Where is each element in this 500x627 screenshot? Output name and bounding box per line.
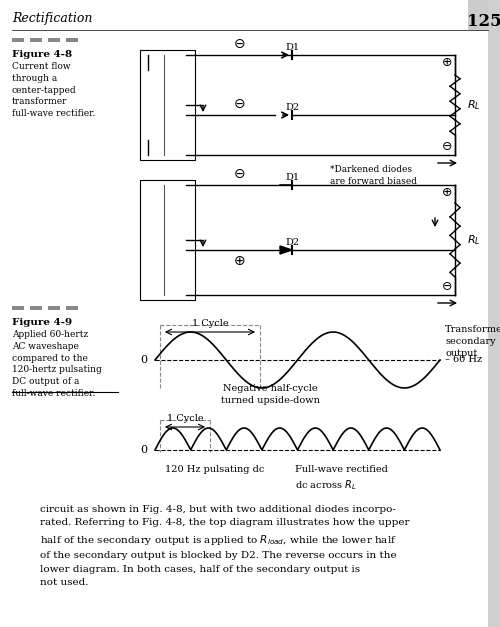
- Text: D1: D1: [285, 43, 299, 52]
- Text: 0: 0: [140, 355, 147, 365]
- Text: Current flow
through a
center-tapped
transformer
full-wave rectifier.: Current flow through a center-tapped tra…: [12, 62, 96, 119]
- Text: ⊕: ⊕: [234, 254, 246, 268]
- Text: Rectification: Rectification: [12, 12, 92, 25]
- Bar: [12, 38, 24, 42]
- Text: *Darkened diodes
are forward biased: *Darkened diodes are forward biased: [330, 165, 417, 186]
- Bar: [140, 50, 195, 160]
- Bar: [488, 0, 500, 627]
- Text: ⊖: ⊖: [442, 280, 452, 293]
- Text: Negative half-cycle
turned upside-down: Negative half-cycle turned upside-down: [220, 384, 320, 405]
- Bar: [468, 0, 500, 30]
- Text: Applied 60-hertz
AC waveshape
compared to the
120-hertz pulsating
DC output of a: Applied 60-hertz AC waveshape compared t…: [12, 330, 102, 398]
- Bar: [30, 38, 42, 42]
- Text: ⊖: ⊖: [234, 167, 246, 181]
- Text: ⊖: ⊖: [234, 37, 246, 51]
- Text: ⊕: ⊕: [442, 56, 452, 70]
- Text: 0: 0: [140, 445, 147, 455]
- Bar: [48, 38, 60, 42]
- Bar: [30, 306, 42, 310]
- Text: $R_L$: $R_L$: [467, 98, 480, 112]
- Text: $R_L$: $R_L$: [467, 233, 480, 247]
- Text: Transformer
secondary
output: Transformer secondary output: [445, 325, 500, 357]
- Text: Full-wave rectified
dc across $R_L$: Full-wave rectified dc across $R_L$: [295, 465, 388, 492]
- Text: 1 Cycle: 1 Cycle: [192, 319, 228, 328]
- Text: ⊖: ⊖: [234, 97, 246, 111]
- Text: ⊖: ⊖: [442, 140, 452, 154]
- Bar: [66, 38, 78, 42]
- Text: D2: D2: [285, 238, 299, 247]
- Text: 1 Cycle: 1 Cycle: [166, 414, 203, 423]
- Text: 125: 125: [466, 13, 500, 30]
- Bar: [66, 306, 78, 310]
- Bar: [140, 180, 195, 300]
- Text: – 60 Hz: – 60 Hz: [445, 356, 482, 364]
- Text: D1: D1: [285, 173, 299, 182]
- Bar: [48, 306, 60, 310]
- Text: Figure 4-9: Figure 4-9: [12, 318, 72, 327]
- Polygon shape: [280, 246, 292, 254]
- Text: ⊕: ⊕: [442, 186, 452, 199]
- Bar: [12, 306, 24, 310]
- Text: Figure 4-8: Figure 4-8: [12, 50, 72, 59]
- Text: circuit as shown in Fig. 4-8, but with two additional diodes incorpo-
rated. Ref: circuit as shown in Fig. 4-8, but with t…: [40, 505, 410, 587]
- Text: 120 Hz pulsating dc: 120 Hz pulsating dc: [165, 465, 264, 474]
- Text: D2: D2: [285, 103, 299, 112]
